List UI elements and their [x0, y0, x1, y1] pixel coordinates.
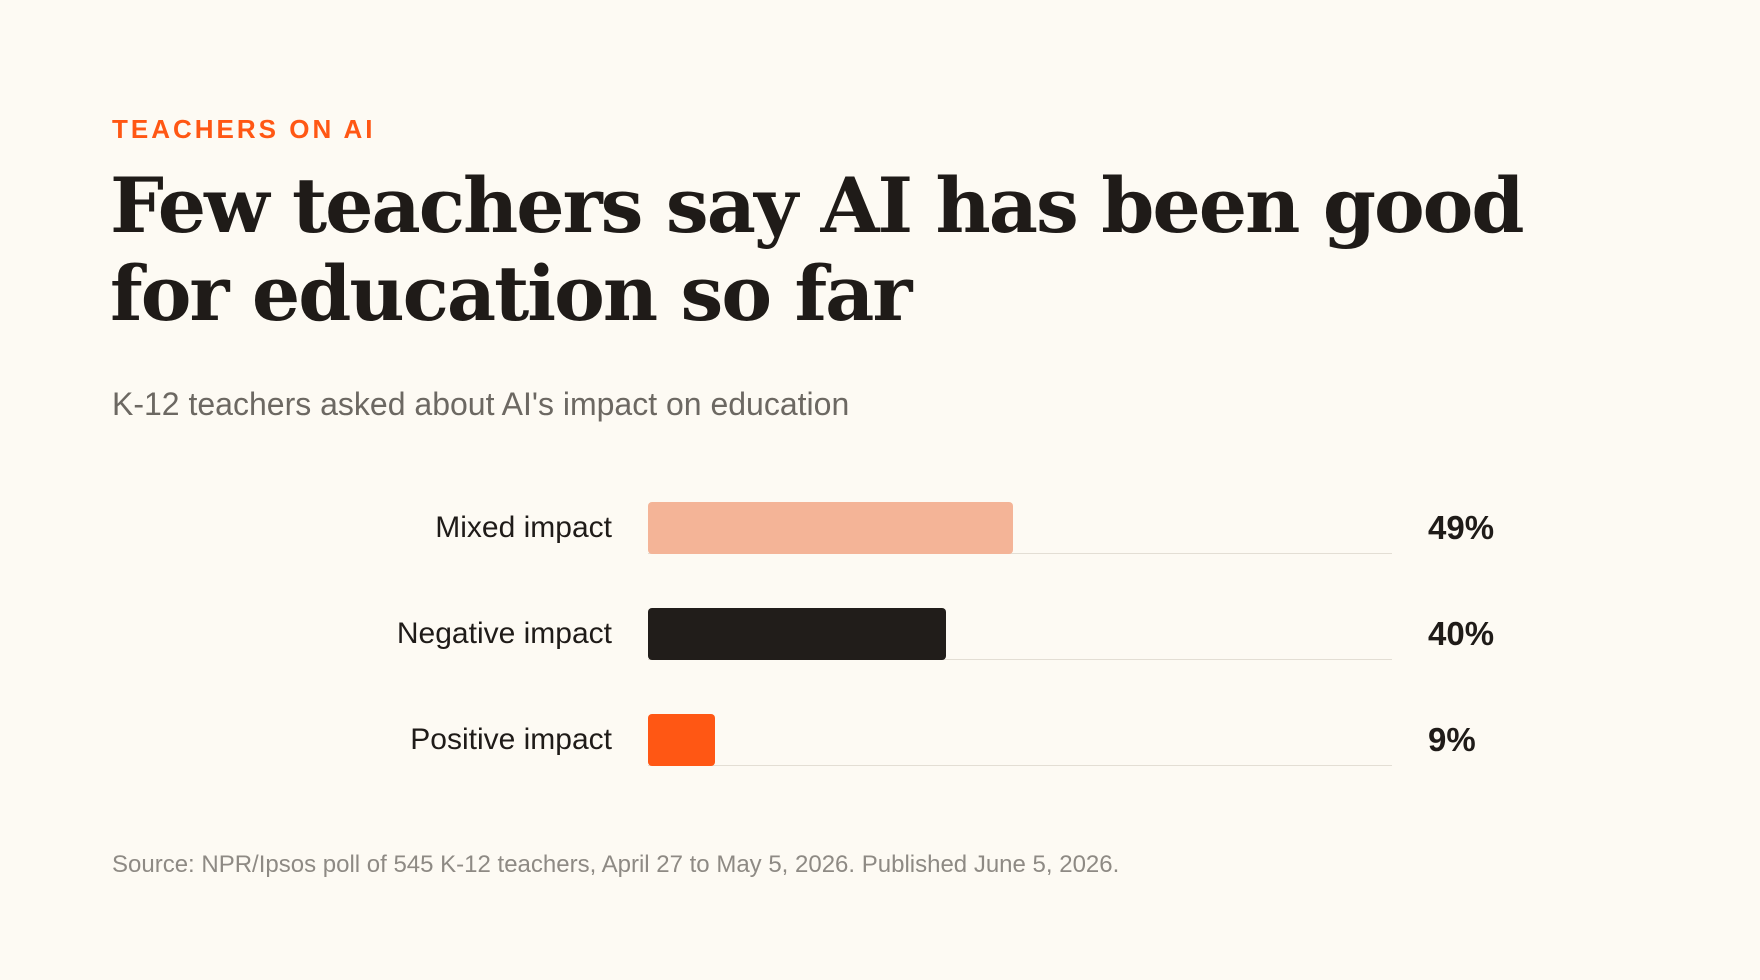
chart-title: Few teachers say AI has been good for ed… — [110, 161, 1525, 338]
bar-row: Negative impact 40% — [0, 608, 1760, 660]
value-label: 40% — [1428, 615, 1495, 652]
bar — [648, 608, 946, 660]
bar-track — [648, 659, 1392, 660]
bar-row: Mixed impact 49% — [0, 502, 1760, 554]
bar-track — [648, 553, 1392, 554]
source-note: Source: NPR/Ipsos poll of 545 K-12 teach… — [112, 851, 1120, 878]
value-label: 49% — [1428, 509, 1495, 546]
bar — [648, 714, 715, 766]
bar-row: Positive impact 9% — [0, 714, 1760, 766]
bar-track — [648, 765, 1392, 766]
bar — [648, 502, 1013, 554]
value-label: 9% — [1428, 721, 1476, 758]
chart-subtitle: K-12 teachers asked about AI's impact on… — [112, 386, 850, 422]
eyebrow-label: TEACHERS ON AI — [112, 114, 376, 144]
category-label: Positive impact — [410, 723, 612, 756]
category-label: Negative impact — [396, 617, 612, 650]
category-label: Mixed impact — [435, 511, 612, 544]
